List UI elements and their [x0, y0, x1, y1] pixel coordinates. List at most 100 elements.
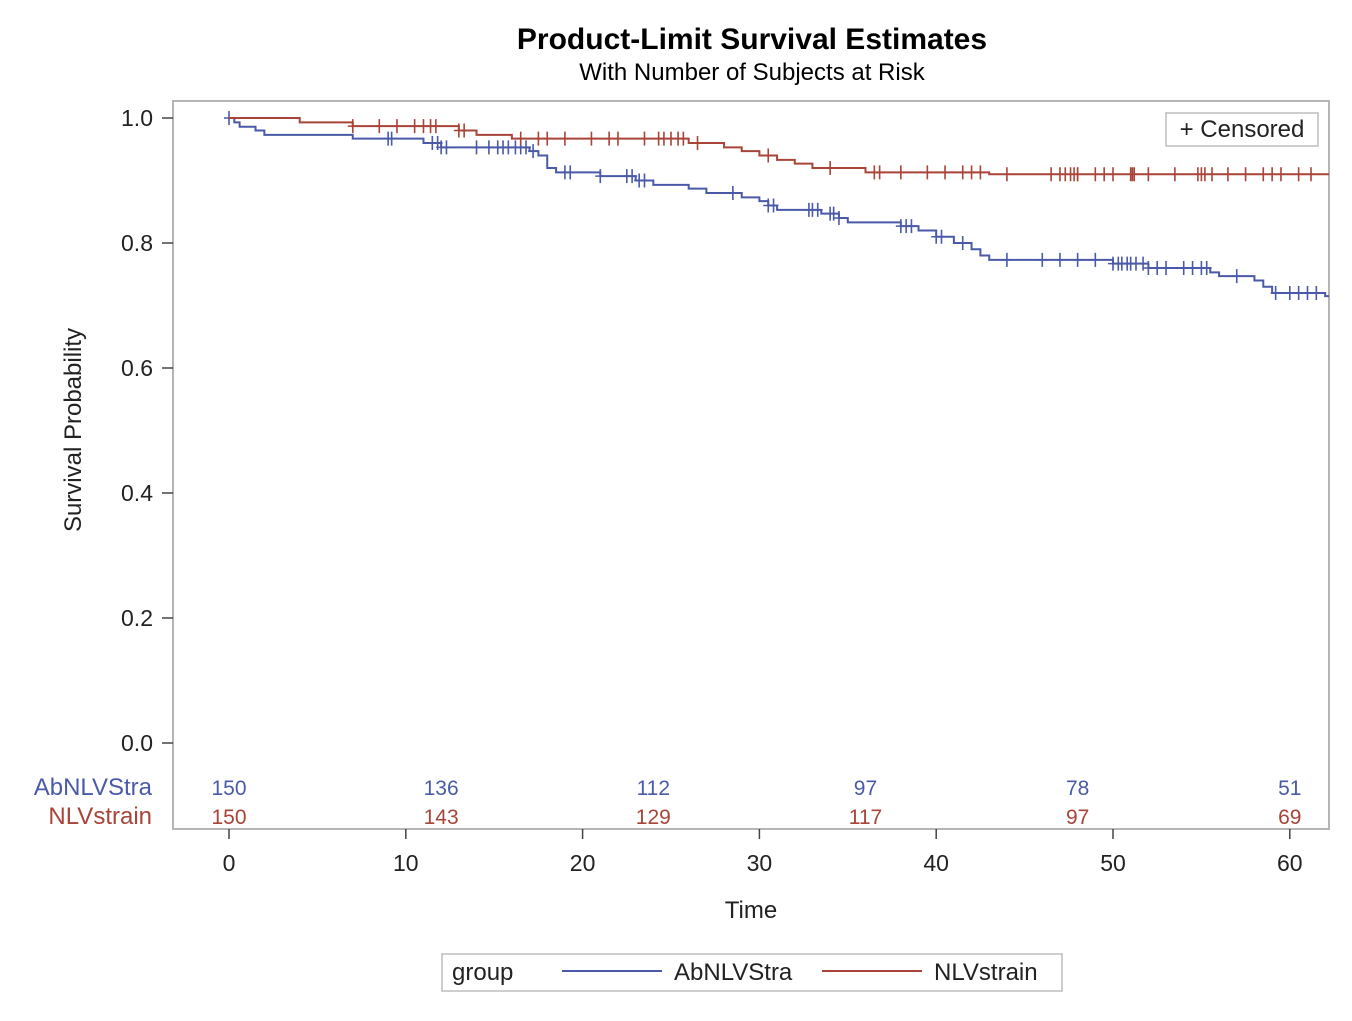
- censored-legend-box: [1165, 112, 1319, 147]
- x-axis-label: Time: [725, 897, 777, 924]
- censor-mark: [1302, 286, 1313, 300]
- censor-mark: [1001, 252, 1012, 267]
- x-tick-label: 60: [1277, 850, 1303, 876]
- y-tick-label: 0.2: [121, 605, 153, 631]
- censor-mark: [1270, 286, 1281, 300]
- censor-mark: [521, 140, 532, 155]
- censor-mark: [940, 165, 951, 180]
- risk-count: 51: [1278, 777, 1301, 800]
- y-tick-label: 0.4: [121, 480, 153, 506]
- risk-count: 97: [1066, 806, 1089, 829]
- censor-mark: [975, 165, 986, 180]
- censor-mark: [1187, 261, 1198, 275]
- censor-mark: [895, 165, 906, 180]
- censor-mark: [1046, 167, 1057, 182]
- censor-mark: [627, 169, 638, 184]
- censor-mark: [1161, 261, 1172, 275]
- censor-mark: [906, 219, 917, 234]
- censor-mark: [559, 131, 570, 146]
- censor-mark: [515, 131, 526, 146]
- censor-mark: [1275, 167, 1286, 182]
- censor-mark: [441, 140, 452, 155]
- censor-mark: [430, 119, 441, 134]
- censor-mark: [1207, 167, 1218, 182]
- censor-mark: [874, 165, 885, 180]
- censor-mark: [1001, 167, 1012, 182]
- censor-mark: [727, 186, 738, 200]
- group-legend-box: [441, 953, 1063, 992]
- risk-row-label: NLVstrain: [48, 803, 152, 830]
- legend-label-nlvstrain: NLVstrain: [934, 959, 1038, 986]
- censor-mark: [1072, 252, 1083, 267]
- censor-mark: [409, 119, 420, 134]
- censor-mark: [347, 119, 358, 134]
- censor-mark: [542, 131, 553, 146]
- censor-mark: [1143, 167, 1154, 182]
- group-legend-title: group: [452, 959, 513, 986]
- censor-mark: [1099, 167, 1110, 182]
- y-axis-label: Survival Probability: [60, 328, 87, 532]
- y-tick-label: 0.6: [121, 355, 153, 381]
- censor-mark: [639, 131, 650, 146]
- censor-mark: [391, 119, 402, 134]
- censor-mark: [483, 140, 494, 155]
- x-axis: 0 10 20 30 40 50 60: [223, 829, 1303, 876]
- chart-title: Product-Limit Survival Estimates: [517, 23, 987, 56]
- at-risk-table: AbNLVStra 150 136 112 97 78 51 NLVstrain 150 143 1…: [34, 774, 1302, 830]
- series-nlvstrain: [229, 117, 1329, 182]
- censor-mark: [692, 136, 703, 150]
- censor-mark: [812, 202, 823, 217]
- censor-mark: [1240, 167, 1251, 182]
- censor-mark: [1143, 261, 1154, 275]
- censor-mark: [1258, 167, 1269, 182]
- censor-mark: [471, 140, 482, 155]
- censor-mark: [768, 198, 779, 213]
- censor-mark: [1152, 261, 1163, 275]
- censor-mark: [1138, 256, 1149, 271]
- censor-mark: [1054, 252, 1065, 267]
- legend-label-abnlvstra: AbNLVStra: [674, 959, 793, 986]
- censor-mark: [533, 131, 544, 146]
- censor-mark: [825, 161, 836, 175]
- censor-mark: [678, 131, 689, 146]
- censor-mark: [1231, 269, 1242, 284]
- censor-mark: [528, 144, 539, 159]
- censored-legend-label: + Censored: [1180, 116, 1305, 143]
- censor-mark: [1222, 167, 1233, 182]
- censor-mark: [586, 131, 597, 146]
- censor-mark: [966, 165, 977, 180]
- censor-mark: [1037, 252, 1048, 267]
- risk-count: 97: [854, 777, 877, 800]
- censor-mark: [1129, 167, 1140, 182]
- censor-mark: [1267, 167, 1278, 182]
- risk-count: 150: [211, 806, 246, 829]
- censor-mark: [922, 165, 933, 180]
- censor-mark: [1201, 261, 1212, 275]
- censor-mark: [386, 131, 397, 146]
- censor-mark: [604, 131, 615, 146]
- censor-mark: [828, 206, 839, 221]
- risk-count: 136: [424, 777, 459, 800]
- censor-mark: [1306, 167, 1317, 182]
- y-tick-label: 0.8: [121, 230, 153, 256]
- censor-mark: [612, 131, 623, 146]
- x-tick-label: 50: [1100, 850, 1126, 876]
- censor-mark: [1072, 167, 1083, 182]
- group-legend: group AbNLVStra NLVstrain: [441, 953, 1063, 992]
- censor-mark: [957, 165, 968, 180]
- risk-count: 112: [637, 777, 670, 800]
- censored-legend: + Censored: [1165, 112, 1319, 147]
- y-tick-label: 1.0: [121, 105, 153, 131]
- risk-row-label: AbNLVStra: [34, 774, 153, 801]
- censor-mark: [595, 169, 606, 184]
- censor-mark: [1293, 286, 1304, 300]
- x-tick-label: 40: [923, 850, 949, 876]
- censor-mark: [459, 123, 470, 138]
- risk-count: 150: [211, 777, 246, 800]
- x-tick-label: 30: [747, 850, 773, 876]
- censor-mark: [1293, 167, 1304, 182]
- censor-mark: [1311, 286, 1322, 300]
- y-axis: 0.0 0.2 0.4 0.6 0.8 1.0: [121, 105, 173, 756]
